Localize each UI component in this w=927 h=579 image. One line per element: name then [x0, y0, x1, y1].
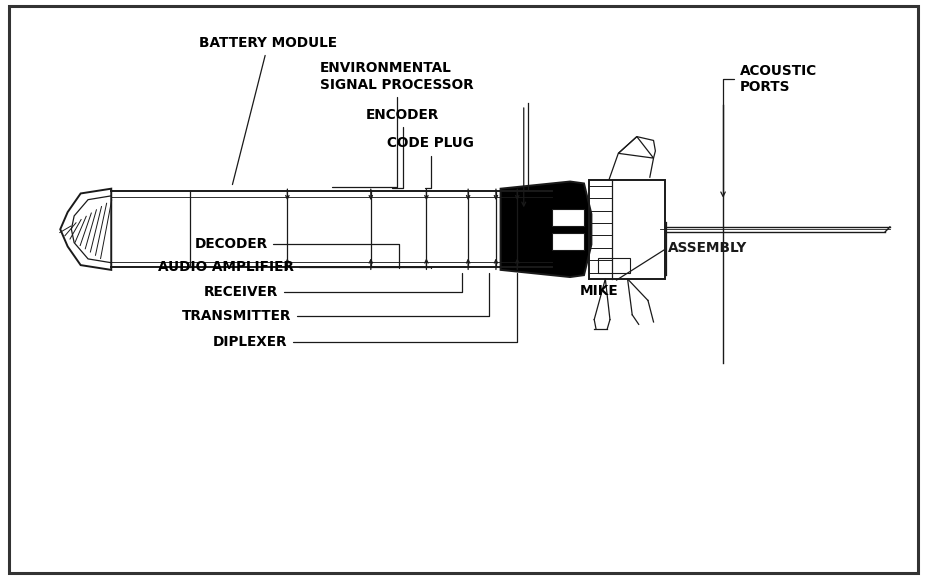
Text: CODE PLUG: CODE PLUG	[387, 136, 475, 188]
Text: DIPLEXER: DIPLEXER	[213, 273, 517, 349]
Text: TRANSMITTER: TRANSMITTER	[182, 273, 489, 323]
Text: BATTERY MODULE: BATTERY MODULE	[199, 36, 337, 185]
Text: ENVIRONMENTAL
SIGNAL PROCESSOR: ENVIRONMENTAL SIGNAL PROCESSOR	[320, 61, 474, 187]
Bar	[589, 179, 665, 279]
Text: Cutaway drawing of an Acoustic Seismic Intrusion Detector III.  (National: Cutaway drawing of an Acoustic Seismic I…	[19, 499, 795, 517]
Text: AUDIO AMPLIFIER: AUDIO AMPLIFIER	[158, 261, 431, 274]
Text: ASSEMBLY: ASSEMBLY	[667, 241, 746, 255]
Bar	[598, 258, 630, 273]
Text: RECEIVER: RECEIVER	[204, 273, 462, 299]
Polygon shape	[552, 209, 584, 226]
Text: Museum of the U.S. Air Force): Museum of the U.S. Air Force)	[19, 541, 335, 560]
Text: ACOUSTIC
PORTS: ACOUSTIC PORTS	[721, 64, 817, 196]
Text: ENCODER: ENCODER	[366, 108, 439, 188]
Text: DECODER: DECODER	[195, 237, 399, 267]
Polygon shape	[552, 233, 584, 250]
Text: MIKE: MIKE	[579, 250, 664, 298]
Polygon shape	[618, 137, 654, 158]
Polygon shape	[501, 182, 591, 277]
